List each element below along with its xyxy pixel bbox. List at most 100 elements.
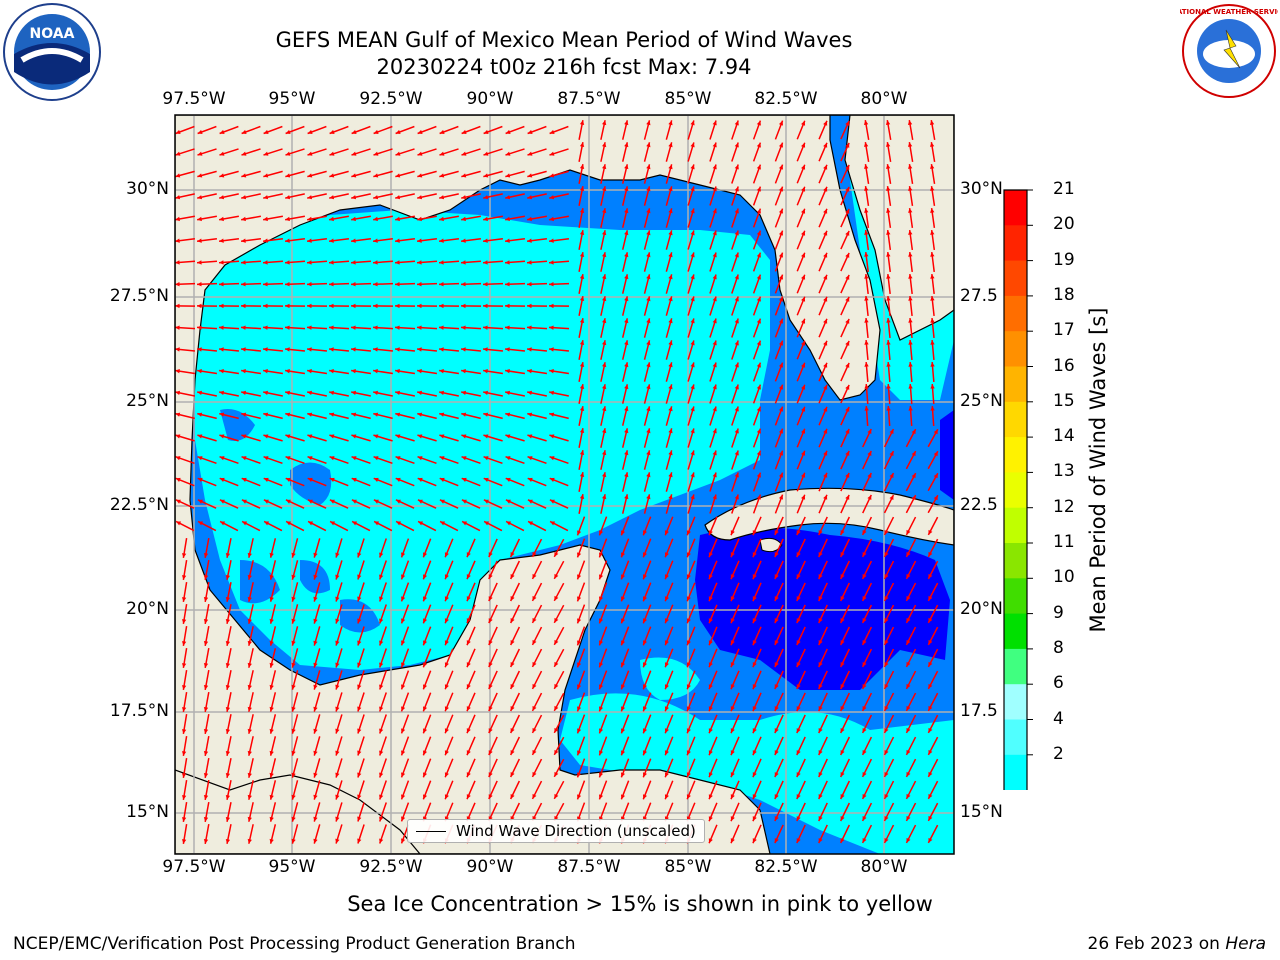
- wind-arrow-head: [906, 793, 911, 799]
- wind-arrow-head: [668, 186, 673, 192]
- wind-arrow-head: [801, 494, 806, 500]
- wind-arrow-head: [554, 749, 559, 755]
- wind-arrow-head: [730, 816, 735, 822]
- wind-arrow-head: [203, 553, 209, 558]
- colorbar-tick-label: 10: [1053, 567, 1075, 588]
- wind-arrow-head: [911, 451, 916, 457]
- wind-arrow-head: [756, 142, 761, 148]
- wind-arrow-head: [579, 230, 585, 236]
- wind-arrow-head: [175, 390, 181, 396]
- wind-arrow-head: [756, 186, 761, 192]
- wind-arrow-head: [730, 552, 735, 558]
- wind-arrow-head: [263, 477, 269, 482]
- colorbar-segment: [1004, 613, 1027, 650]
- wind-arrow-head: [840, 596, 845, 602]
- wind-arrow-head: [620, 530, 626, 536]
- wind-arrow-head: [181, 751, 187, 756]
- wind-arrow-head: [263, 282, 268, 287]
- wind-arrow-head: [602, 186, 607, 192]
- wind-arrow-head: [620, 640, 626, 646]
- wind-arrow-head: [335, 750, 340, 756]
- wind-arrow-head: [461, 347, 466, 352]
- wind-arrow-head: [263, 129, 269, 134]
- wind-arrow-head: [646, 208, 651, 214]
- wind-arrow-head: [664, 596, 669, 602]
- wind-arrow-head: [335, 772, 340, 778]
- wind-arrow-head: [664, 772, 669, 778]
- wind-arrow-head: [401, 618, 406, 624]
- wind-arrow-head: [778, 120, 783, 126]
- wind-arrow-head: [624, 362, 629, 368]
- wind-arrow-head: [730, 728, 735, 734]
- wind-arrow-head: [285, 129, 291, 134]
- wind-arrow-head: [668, 362, 673, 368]
- wind-arrow-head: [823, 186, 828, 192]
- wind-arrow-head: [510, 574, 515, 580]
- wind-arrow-head: [884, 749, 889, 755]
- wind-arrow-head: [549, 499, 555, 504]
- wind-arrow-head: [357, 684, 362, 690]
- wind-arrow-head: [708, 684, 713, 690]
- wind-arrow-head: [488, 618, 493, 624]
- wind-arrow-head: [313, 618, 318, 624]
- wind-arrow-head: [241, 325, 246, 330]
- wind-arrow-head: [269, 838, 274, 844]
- wind-arrow-head: [263, 347, 268, 352]
- wind-arrow-head: [483, 325, 488, 330]
- wind-arrow-head: [602, 120, 607, 126]
- wind-arrow-head: [313, 640, 318, 646]
- wind-arrow-head: [930, 318, 935, 323]
- wind-arrow-head: [690, 340, 695, 346]
- wind-arrow-head: [886, 252, 891, 257]
- legend-label: Wind Wave Direction (unscaled): [456, 822, 696, 840]
- wind-arrow-head: [818, 794, 823, 800]
- wind-arrow-head: [247, 618, 252, 624]
- wind-arrow-head: [422, 596, 428, 602]
- wind-arrow-head: [329, 195, 335, 200]
- colorbar-tick-label: 20: [1053, 214, 1075, 235]
- longitude-tick-label-top: 82.5°W: [754, 89, 818, 109]
- wind-arrow-head: [488, 772, 493, 778]
- wind-arrow-head: [483, 412, 489, 417]
- wind-arrow-head: [527, 456, 533, 461]
- wind-arrow-head: [532, 595, 537, 601]
- wind-arrow-head: [483, 129, 489, 134]
- wind-arrow-head: [845, 428, 850, 434]
- wind-arrow-head: [734, 406, 739, 412]
- noaa-logo-text: NOAA: [30, 26, 75, 42]
- wind-arrow-head: [197, 434, 203, 439]
- wind-arrow-head: [401, 684, 406, 690]
- wind-arrow-head: [668, 406, 673, 412]
- wind-arrow-head: [712, 208, 717, 214]
- wind-arrow-head: [444, 618, 449, 624]
- wind-arrow-head: [579, 450, 585, 456]
- latitude-tick-label-left: 15°N: [126, 802, 169, 822]
- wind-arrow-head: [840, 640, 845, 646]
- wind-arrow-head: [774, 728, 779, 734]
- wind-arrow-head: [461, 195, 467, 200]
- wind-arrow-head: [930, 230, 935, 235]
- colorbar-segment: [1004, 366, 1027, 403]
- wind-arrow-head: [823, 494, 828, 500]
- wind-arrow-head: [756, 208, 761, 214]
- wind-arrow-head: [466, 794, 471, 800]
- wind-arrow-head: [335, 596, 340, 602]
- wind-arrow-head: [756, 340, 761, 346]
- wind-arrow-head: [796, 816, 801, 822]
- wind-arrow-head: [928, 705, 933, 711]
- wind-arrow-head: [602, 230, 607, 236]
- colorbar-segment: [1004, 684, 1027, 720]
- wind-arrow-head: [774, 552, 779, 558]
- land-north-america: [175, 115, 881, 854]
- wind-arrow-head: [864, 252, 869, 257]
- wind-arrow-head: [444, 794, 449, 800]
- wind-arrow-head: [395, 390, 401, 396]
- wind-arrow-head: [908, 340, 913, 345]
- colorbar-segment: [1004, 190, 1027, 226]
- wind-arrow-head: [373, 238, 378, 243]
- wind-arrow-head: [357, 816, 362, 822]
- map-frame: [174, 114, 955, 855]
- wind-arrow-head: [510, 706, 515, 712]
- wind-arrow-head: [225, 794, 231, 800]
- wind-arrow-head: [269, 706, 274, 712]
